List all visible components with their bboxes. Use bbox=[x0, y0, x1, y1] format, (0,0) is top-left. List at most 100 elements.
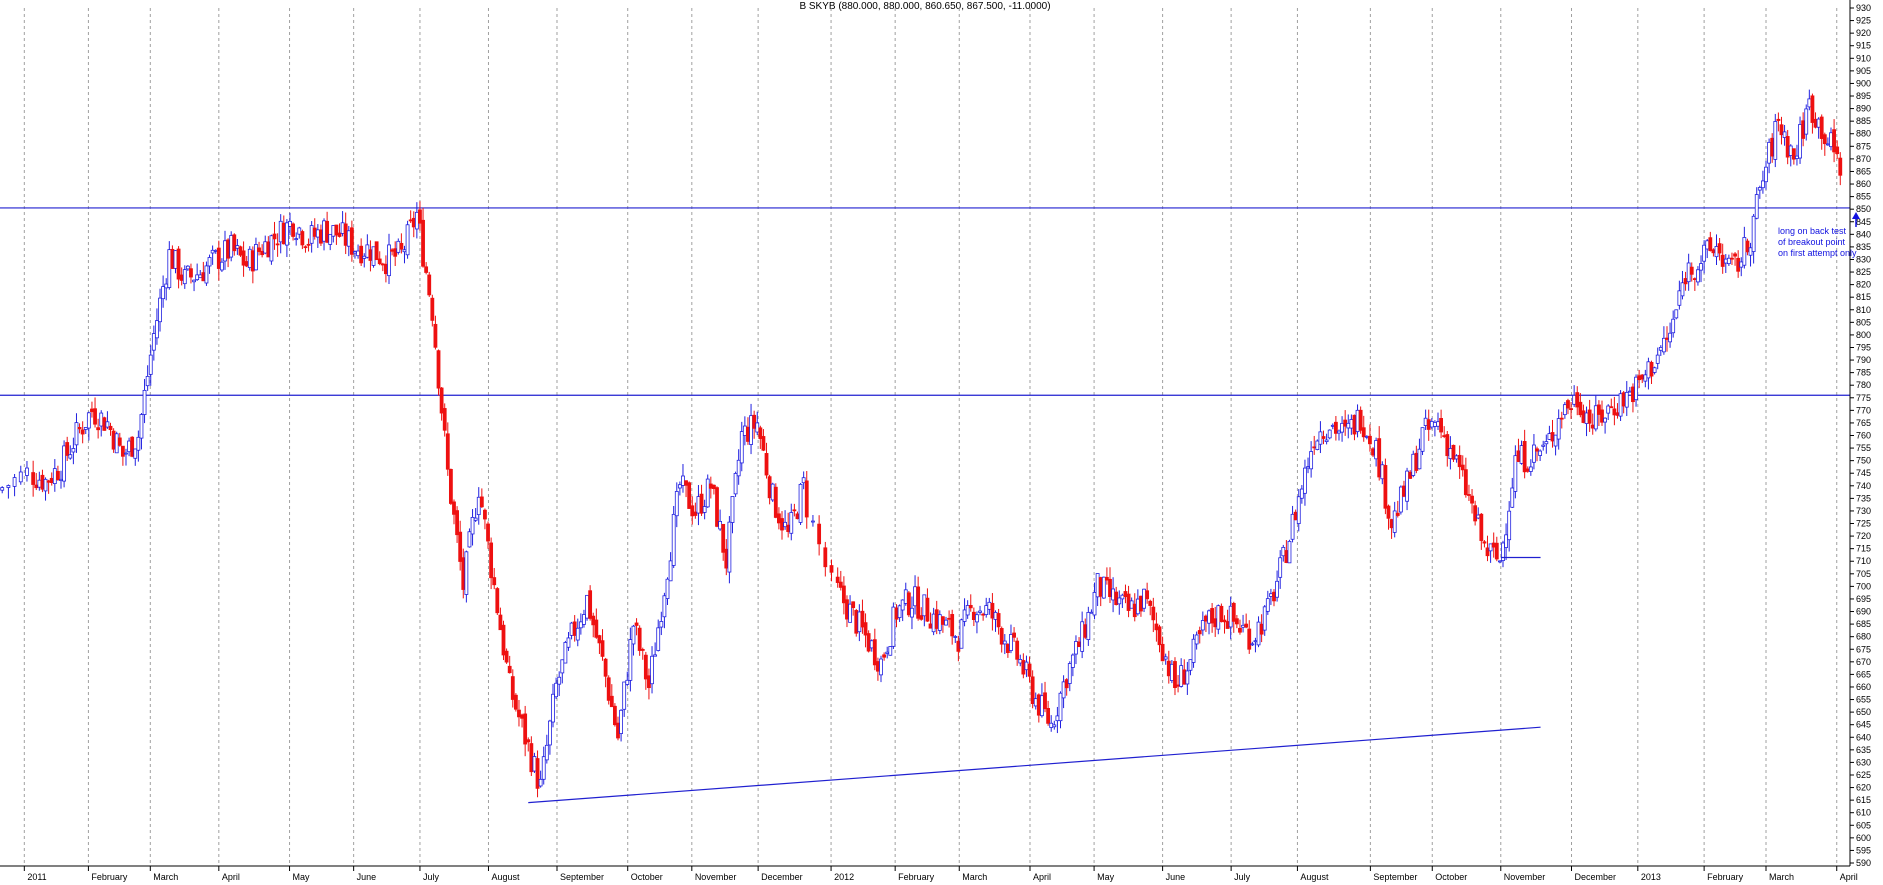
y-tick-label: 765 bbox=[1856, 418, 1871, 428]
y-tick-label: 800 bbox=[1856, 330, 1871, 340]
candle-body bbox=[724, 548, 729, 569]
y-tick-label: 930 bbox=[1856, 3, 1871, 13]
candle-body bbox=[486, 523, 490, 542]
candle-body bbox=[1460, 464, 1465, 471]
candle-body bbox=[702, 506, 707, 513]
candle-body bbox=[1349, 419, 1354, 429]
candle-body bbox=[40, 474, 45, 490]
candle-body bbox=[1414, 452, 1419, 471]
up-arrow-icon bbox=[1852, 212, 1860, 227]
candle-body bbox=[71, 448, 76, 453]
candle-body bbox=[999, 628, 1004, 645]
candle-body bbox=[1606, 405, 1611, 414]
candle-body bbox=[1624, 391, 1629, 408]
candle-body bbox=[548, 720, 552, 746]
y-tick-label: 820 bbox=[1856, 280, 1871, 290]
candle-body bbox=[1631, 386, 1635, 403]
candle-body bbox=[569, 622, 574, 636]
candle-body bbox=[1507, 510, 1512, 541]
candle-body bbox=[637, 627, 642, 651]
y-tick-label: 700 bbox=[1856, 581, 1871, 591]
candle-body bbox=[1343, 419, 1348, 427]
candle-body bbox=[223, 240, 227, 262]
candle-body bbox=[628, 639, 633, 681]
candle-body bbox=[161, 286, 166, 300]
candle-body bbox=[1761, 180, 1765, 189]
candle-body bbox=[1801, 120, 1806, 139]
y-tick-label: 830 bbox=[1856, 254, 1871, 264]
candle-body bbox=[1005, 644, 1010, 653]
y-tick-label: 695 bbox=[1856, 594, 1871, 604]
candle-body bbox=[452, 501, 456, 515]
candle-body bbox=[1686, 262, 1691, 283]
candle-body bbox=[1315, 440, 1320, 450]
candle-body bbox=[501, 624, 506, 656]
candle-body bbox=[1145, 590, 1150, 600]
candle-body bbox=[1182, 669, 1187, 685]
y-tick-label: 795 bbox=[1856, 342, 1871, 352]
candle-body bbox=[653, 654, 658, 657]
candle-body bbox=[693, 511, 698, 516]
candle-body bbox=[489, 542, 494, 579]
candle-body bbox=[1247, 628, 1252, 650]
candle-body bbox=[1256, 621, 1261, 646]
candle-body bbox=[1773, 121, 1778, 160]
y-tick-label: 720 bbox=[1856, 531, 1871, 541]
candle-body bbox=[346, 230, 351, 247]
candle-body bbox=[507, 665, 512, 674]
month-label: February bbox=[91, 872, 128, 882]
candle-body bbox=[349, 227, 354, 255]
candle-body bbox=[1519, 445, 1524, 464]
candle-body bbox=[671, 513, 676, 566]
candle-body bbox=[1791, 148, 1796, 160]
y-tick-label: 590 bbox=[1856, 858, 1871, 868]
candle-body bbox=[96, 427, 101, 431]
candle-body bbox=[1742, 237, 1747, 266]
candle-body bbox=[1538, 450, 1543, 456]
candle-body bbox=[1689, 266, 1694, 275]
candle-body bbox=[1804, 108, 1809, 135]
candle-body bbox=[198, 274, 203, 279]
candle-body bbox=[1516, 450, 1521, 462]
candle-body bbox=[1674, 309, 1679, 319]
candle-body bbox=[913, 586, 917, 607]
candle-body bbox=[739, 431, 744, 464]
candle-body bbox=[1779, 124, 1784, 136]
y-tick-label: 790 bbox=[1856, 355, 1871, 365]
candle-body bbox=[1649, 362, 1654, 377]
y-tick-label: 735 bbox=[1856, 493, 1871, 503]
candle-body bbox=[1782, 131, 1787, 138]
candle-body bbox=[1340, 422, 1344, 433]
candle-body bbox=[281, 222, 286, 245]
candle-body bbox=[1392, 510, 1397, 533]
candle-body bbox=[1299, 488, 1304, 499]
candle-body bbox=[142, 389, 147, 415]
candle-body bbox=[1816, 118, 1821, 128]
candle-body bbox=[1027, 663, 1032, 677]
candle-body bbox=[1426, 419, 1431, 430]
candle-body bbox=[677, 484, 682, 489]
candle-body bbox=[1665, 337, 1669, 340]
candle-body bbox=[687, 482, 692, 509]
candle-body bbox=[393, 248, 398, 257]
candle-body bbox=[1714, 246, 1719, 258]
candle-body bbox=[786, 524, 791, 532]
candle-body bbox=[1306, 466, 1310, 469]
candle-body bbox=[718, 520, 723, 530]
candle-body bbox=[934, 609, 939, 629]
candle-body bbox=[662, 595, 667, 618]
month-label: March bbox=[1769, 872, 1794, 882]
candle-body bbox=[136, 436, 141, 451]
candle-body bbox=[1216, 605, 1221, 630]
candle-body bbox=[1733, 253, 1737, 257]
candle-body bbox=[439, 387, 444, 414]
candle-body bbox=[371, 246, 376, 266]
candle-body bbox=[288, 220, 292, 227]
candle-body bbox=[1309, 451, 1314, 470]
candle-body bbox=[1544, 441, 1549, 445]
candle-body bbox=[1064, 679, 1069, 689]
candle-body bbox=[1832, 129, 1836, 153]
candle-body bbox=[857, 611, 862, 633]
candle-body bbox=[1451, 444, 1456, 460]
candle-body bbox=[1327, 429, 1332, 439]
